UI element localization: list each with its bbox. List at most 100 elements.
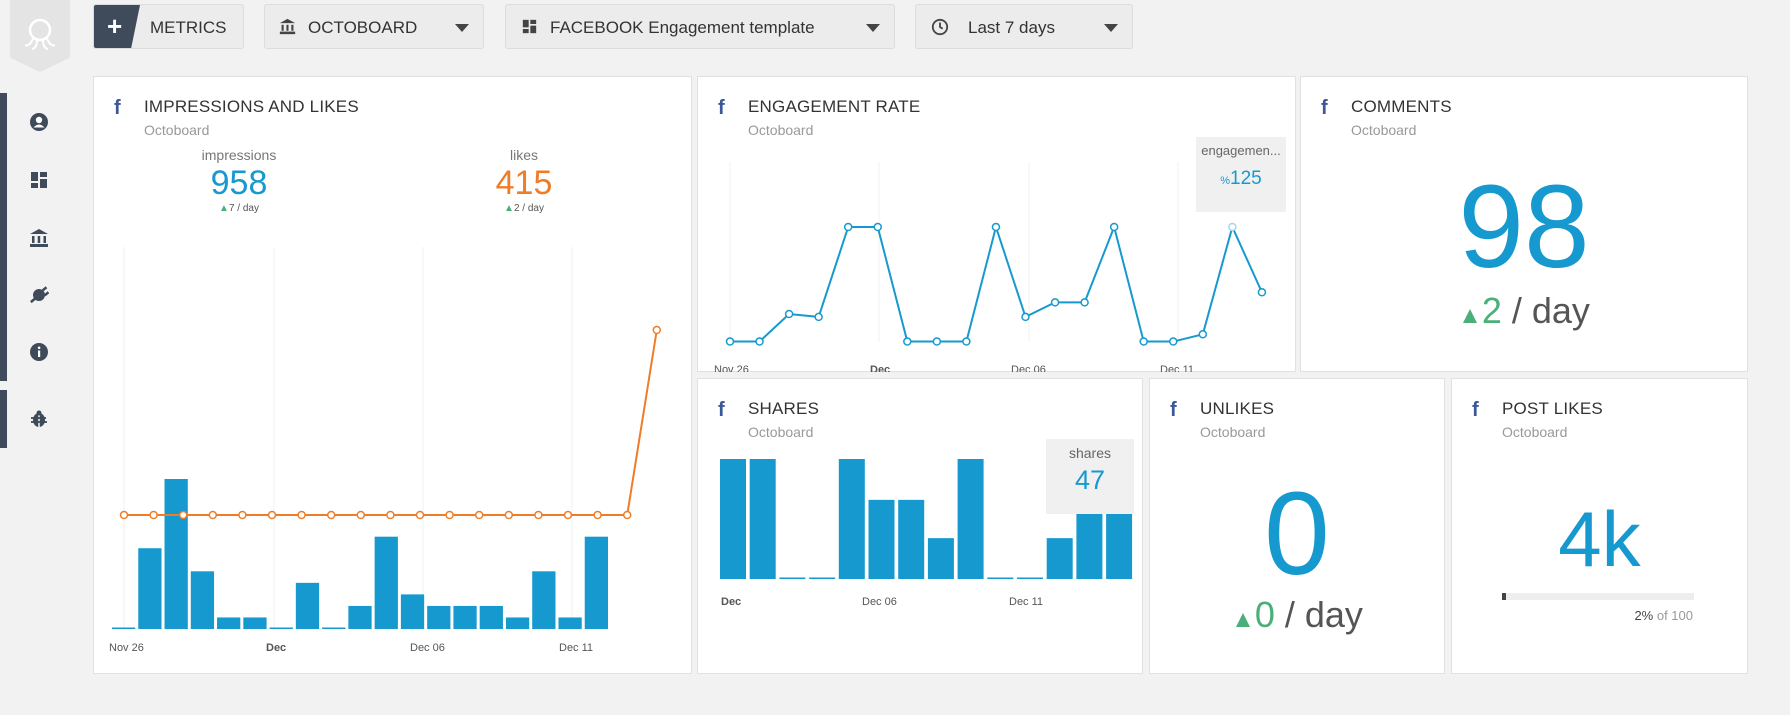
comments-widget[interactable]: f COMMENTS Octoboard 98 ▲2 / day — [1300, 76, 1748, 372]
shares-widget[interactable]: f SHARES Octoboard Dec Dec 06 Dec 11 share… — [697, 378, 1143, 674]
engagement-tooltip: engagemen... %125 — [1196, 137, 1286, 212]
impressions-bar — [295, 582, 320, 629]
x-tick-label: Dec — [266, 642, 286, 654]
widget-subtitle: Octoboard — [144, 122, 210, 138]
shares-bar — [809, 577, 836, 579]
x-tick-label: Dec 06 — [410, 642, 445, 654]
engagement-point — [1050, 298, 1060, 307]
widget-subtitle: Octoboard — [748, 424, 814, 440]
impressions-bar — [138, 548, 162, 629]
progress-track — [1502, 593, 1694, 600]
user-icon[interactable] — [28, 111, 50, 133]
tooltip-value: 47 — [1074, 465, 1106, 495]
engagement-point — [725, 337, 735, 346]
metrics-label: METRICS — [150, 18, 227, 37]
up-arrow-icon: ▲ — [1231, 606, 1255, 633]
likes-point — [415, 510, 425, 520]
engagement-point — [932, 337, 942, 346]
up-arrow-icon: ▲ — [504, 203, 514, 214]
widget-title: ENGAGEMENT RATE — [748, 97, 921, 116]
impressions-value: 958 — [210, 164, 268, 202]
impressions-bar — [322, 627, 346, 629]
engagement-point — [1169, 337, 1178, 346]
impressions-bar — [532, 571, 556, 629]
engagement-point — [991, 222, 1001, 232]
up-arrow-icon: ▲ — [219, 203, 229, 214]
impressions-bar — [453, 605, 477, 629]
likes-point — [504, 510, 514, 520]
shares-bar — [987, 577, 1014, 579]
date-range-select[interactable]: Last 7 days — [915, 4, 1133, 49]
likes-point — [149, 510, 158, 520]
bank-icon[interactable] — [28, 227, 50, 249]
impressions-bar — [584, 536, 608, 629]
likes-point — [208, 510, 218, 520]
unlikes-delta: ▲0 / day — [1150, 594, 1444, 636]
org-select[interactable]: OCTOBOARD — [264, 4, 484, 49]
info-icon[interactable] — [28, 341, 50, 363]
impressions-bar — [348, 605, 372, 629]
likes-point — [238, 510, 247, 520]
impressions-stat: impressions 958 ▲7 / day — [164, 147, 314, 214]
chevron-down-icon — [866, 24, 880, 32]
likes-point — [652, 325, 662, 335]
shares-bar — [749, 459, 776, 579]
bank-icon — [279, 18, 296, 40]
likes-delta: ▲2 / day — [449, 203, 599, 214]
shares-chart: Dec Dec 06 Dec 11 — [720, 450, 1133, 608]
sidebar-active-indicator — [0, 93, 7, 381]
template-select-label: FACEBOOK Engagement template — [550, 18, 815, 37]
bug-icon[interactable] — [28, 408, 50, 430]
octopus-icon — [24, 18, 56, 50]
impressions-bar — [427, 605, 451, 629]
likes-line — [124, 329, 658, 516]
widget-subtitle: Octoboard — [748, 122, 814, 138]
impressions-bar — [400, 594, 425, 629]
impressions-delta-value: 7 — [228, 203, 235, 214]
sidebar-secondary-indicator — [0, 390, 7, 448]
engagement-rate-widget[interactable]: f ENGAGEMENT RATE Octoboard Nov 26 Dec Dec… — [697, 76, 1296, 372]
likes-point — [356, 510, 366, 520]
template-select[interactable]: FACEBOOK Engagement template — [505, 4, 895, 49]
facebook-icon: f — [1170, 399, 1177, 421]
widget-title: COMMENTS — [1351, 97, 1452, 116]
add-metrics-button[interactable]: + METRICS — [93, 4, 244, 49]
likes-delta-unit: / day — [519, 203, 544, 214]
x-tick-label: Dec 11 — [1160, 364, 1194, 372]
likes-point — [474, 510, 484, 520]
sidebar — [0, 0, 80, 715]
chevron-down-icon — [1104, 24, 1118, 32]
engagement-point — [814, 312, 823, 322]
engagement-point — [843, 222, 853, 232]
shares-bar — [720, 459, 746, 579]
impressions-delta: ▲7 / day — [164, 203, 314, 214]
post-likes-widget[interactable]: f POST LIKES Octoboard 4k 2% of 100 — [1451, 378, 1748, 674]
likes-label: likes — [509, 147, 538, 163]
progress-percent: 2% — [1634, 608, 1654, 623]
engagement-point — [903, 337, 912, 346]
up-arrow-icon: ▲ — [1458, 302, 1482, 329]
plus-icon: + — [107, 11, 123, 41]
comments-delta: ▲2 / day — [1301, 290, 1747, 332]
dashboard-icon — [522, 19, 537, 39]
widget-title: IMPRESSIONS AND LIKES — [144, 97, 359, 116]
x-tick-label: Nov 26 — [109, 642, 144, 654]
unlikes-widget[interactable]: f UNLIKES Octoboard 0 ▲0 / day — [1149, 378, 1445, 674]
progress-fill — [1502, 593, 1506, 600]
unlikes-value: 0 — [1264, 468, 1330, 600]
engagement-point — [1139, 337, 1148, 346]
octoboard-logo[interactable] — [10, 0, 70, 72]
engagement-line — [730, 223, 1263, 343]
impressions-bar — [164, 479, 188, 629]
x-tick-label: Dec 06 — [1011, 364, 1046, 372]
shares-bar — [1017, 577, 1043, 579]
engagement-point — [873, 222, 882, 232]
engagement-point — [1257, 288, 1267, 297]
unlikes-delta-unit: / day — [1274, 594, 1363, 635]
likes-point — [297, 510, 306, 520]
likes-point — [445, 510, 454, 520]
plug-icon[interactable] — [28, 284, 50, 306]
impressions-likes-widget[interactable]: f IMPRESSIONS AND LIKES Octoboard impres… — [93, 76, 692, 674]
dashboard-icon[interactable] — [28, 169, 50, 191]
likes-point — [119, 510, 129, 520]
